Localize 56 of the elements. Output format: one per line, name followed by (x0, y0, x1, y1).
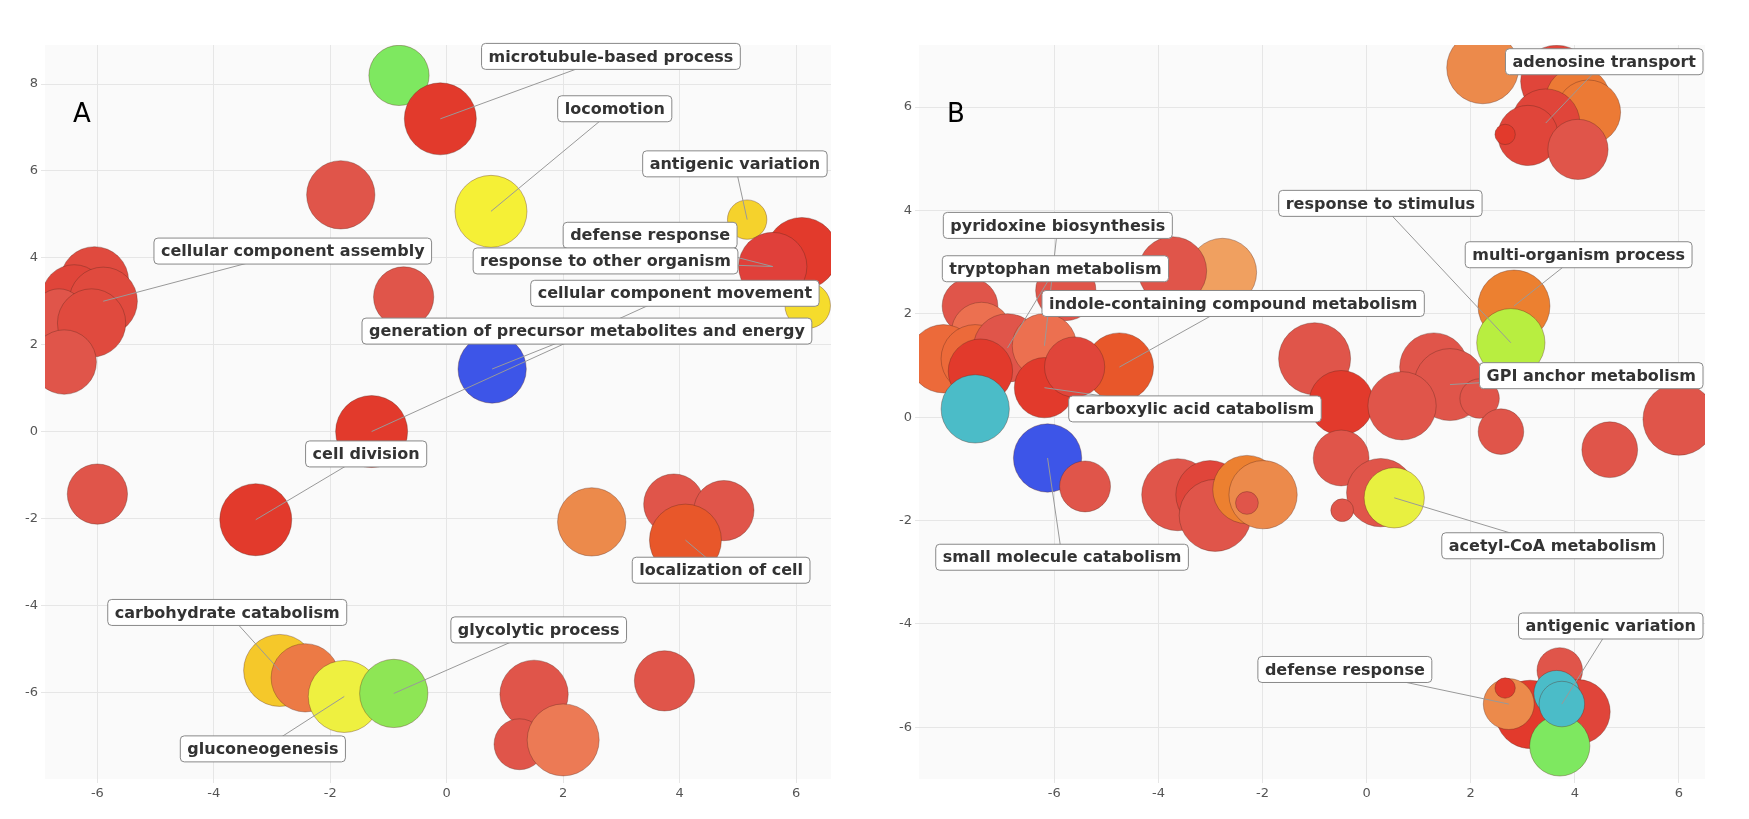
annotation: response to stimulus (1285, 193, 1476, 213)
y-tick-label: 4 (903, 201, 912, 217)
y-tick-label: 0 (903, 408, 912, 424)
annotation: antigenic variation (649, 154, 821, 173)
y-tick-label: 2 (903, 305, 912, 321)
x-tick-label: -2 (1256, 785, 1270, 801)
y-tick-label: -2 (899, 511, 912, 527)
annotation: pyridoxine biosynthesis (950, 215, 1166, 235)
annotation: response to other organism (480, 251, 731, 271)
x-tick-label: 0 (442, 785, 451, 801)
annotation: adenosine transport (1512, 51, 1697, 71)
annotation: cellular component assembly (160, 241, 426, 261)
annotation: microtubule-based process (488, 46, 734, 66)
x-tick-label: 4 (675, 785, 684, 801)
text: B (947, 97, 965, 128)
x-tick-label: -6 (90, 785, 104, 801)
x-tick-label: 6 (1674, 785, 1684, 801)
annotation: defense response (570, 225, 731, 245)
annotation: defense response (1264, 659, 1425, 679)
y-tick-label: 2 (29, 336, 38, 352)
annotation: carboxylic acid catabolism (1075, 399, 1315, 419)
x-tick-label: -4 (1151, 785, 1165, 801)
annotation: generation of precursor metabolites and energy (369, 321, 806, 341)
annotation: acetyl-CoA metabolism (1448, 535, 1657, 555)
y-tick-label: 8 (29, 75, 38, 91)
y-tick-label: 4 (29, 249, 38, 265)
y-tick-label: 6 (903, 98, 912, 114)
annotation: tryptophan metabolism (949, 258, 1162, 278)
x-tick-label: 6 (791, 785, 801, 801)
annotation: GPI anchor metabolism (1486, 365, 1696, 385)
annotation: multi-organism process (1472, 244, 1686, 264)
annotation: carbohydrate catabolism (114, 602, 340, 622)
annotation: antigenic variation (1525, 616, 1696, 636)
annotation: gluconeogenesis (187, 739, 339, 759)
annotation: locomotion (564, 98, 665, 118)
text: A (73, 97, 91, 128)
x-tick-label: 0 (1362, 785, 1371, 801)
x-tick-label: -2 (323, 785, 337, 801)
annotation: cellular component movement (537, 283, 813, 303)
y-tick-label: -4 (25, 596, 38, 612)
y-tick-label: -2 (25, 509, 38, 525)
y-tick-label: 0 (29, 422, 38, 438)
y-tick-label: 6 (29, 162, 38, 178)
annotation: indole-containing compound metabolism (1048, 293, 1418, 313)
y-tick-label: -6 (899, 718, 912, 734)
y-tick-label: -4 (899, 615, 912, 631)
x-tick-label: -4 (207, 785, 221, 801)
x-tick-label: -6 (1047, 785, 1061, 801)
annotation: small molecule catabolism (942, 547, 1182, 567)
y-tick-label: -6 (25, 683, 38, 699)
annotation: localization of cell (639, 560, 803, 580)
x-tick-label: 2 (559, 785, 568, 801)
annotation: cell division (312, 444, 420, 464)
x-tick-label: 4 (1570, 785, 1580, 801)
annotation: glycolytic process (457, 620, 620, 640)
x-tick-label: 2 (1466, 785, 1475, 801)
